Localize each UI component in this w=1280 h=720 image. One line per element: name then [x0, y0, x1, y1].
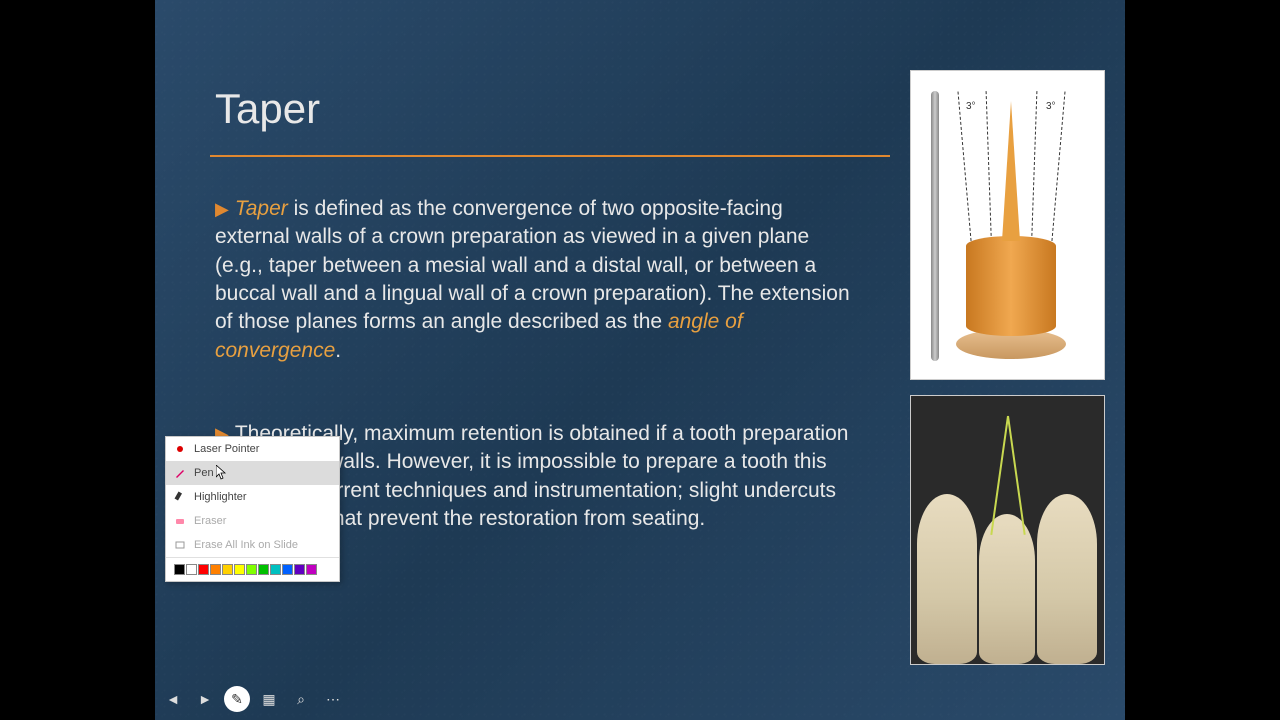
slide: Taper ▶ Taper is defined as the convergen… — [155, 0, 1125, 720]
dashed-line — [1051, 92, 1066, 246]
color-swatch[interactable] — [282, 564, 293, 575]
menu-item-label: Pen — [194, 467, 214, 479]
pen-icon — [174, 467, 186, 479]
paragraph-1: ▶ Taper is defined as the convergence of … — [215, 195, 855, 365]
term-taper: Taper — [235, 197, 288, 220]
color-swatch[interactable] — [222, 564, 233, 575]
toolbar-zoom-button[interactable]: ⌕ — [288, 686, 314, 712]
highlighter-icon — [174, 491, 186, 503]
prep-cylinder — [966, 236, 1056, 336]
color-swatch[interactable] — [270, 564, 281, 575]
laser-icon — [174, 443, 186, 455]
toolbar-prev-button[interactable]: ◄ — [160, 686, 186, 712]
toolbar-next-button[interactable]: ► — [192, 686, 218, 712]
menu-item-label: Eraser — [194, 515, 226, 527]
color-swatch[interactable] — [306, 564, 317, 575]
menu-item-label: Laser Pointer — [194, 443, 259, 455]
tooth-prepared — [979, 514, 1035, 664]
pen-tools-menu: Laser Pointer Pen Highlighter Eraser Erase A… — [165, 436, 340, 582]
menu-item-eraser: Eraser — [166, 509, 339, 533]
dashed-line — [986, 91, 992, 246]
bur-rod — [931, 91, 939, 361]
color-palette — [166, 557, 339, 581]
para1-end: . — [335, 339, 341, 362]
angle-label-right: 3° — [1046, 101, 1056, 112]
para1-body: is defined as the convergence of two opp… — [215, 197, 850, 333]
toolbar-more-button[interactable]: ⋯ — [320, 686, 346, 712]
eraser-icon — [174, 515, 186, 527]
menu-item-label: Erase All Ink on Slide — [194, 539, 298, 551]
dashed-line — [1031, 91, 1037, 246]
diagram-taper-bur: 3° 3° 6° — [910, 70, 1105, 380]
menu-item-pen[interactable]: Pen — [166, 461, 339, 485]
cursor-icon — [216, 465, 228, 481]
presenter-toolbar: ◄►✎▦⌕⋯ — [160, 686, 346, 712]
menu-item-erase-all: Erase All Ink on Slide — [166, 533, 339, 557]
color-swatch[interactable] — [294, 564, 305, 575]
taper-angle-overlay — [983, 416, 1031, 536]
color-swatch[interactable] — [186, 564, 197, 575]
title-divider — [210, 155, 890, 157]
slide-title: Taper — [215, 85, 320, 133]
tooth — [917, 494, 977, 664]
toolbar-pen-button[interactable]: ✎ — [224, 686, 250, 712]
toolbar-see-all-button[interactable]: ▦ — [256, 686, 282, 712]
menu-item-label: Highlighter — [194, 491, 247, 503]
bullet-icon: ▶ — [215, 199, 229, 219]
color-swatch[interactable] — [246, 564, 257, 575]
angle-label-left: 3° — [966, 101, 976, 112]
photo-teeth-taper — [910, 395, 1105, 665]
menu-item-highlighter[interactable]: Highlighter — [166, 485, 339, 509]
color-swatch[interactable] — [198, 564, 209, 575]
dashed-line — [957, 92, 972, 246]
erase-all-icon — [174, 539, 186, 551]
color-swatch[interactable] — [258, 564, 269, 575]
color-swatch[interactable] — [210, 564, 221, 575]
menu-item-laser[interactable]: Laser Pointer — [166, 437, 339, 461]
color-swatch[interactable] — [234, 564, 245, 575]
color-swatch[interactable] — [174, 564, 185, 575]
tooth — [1037, 494, 1097, 664]
